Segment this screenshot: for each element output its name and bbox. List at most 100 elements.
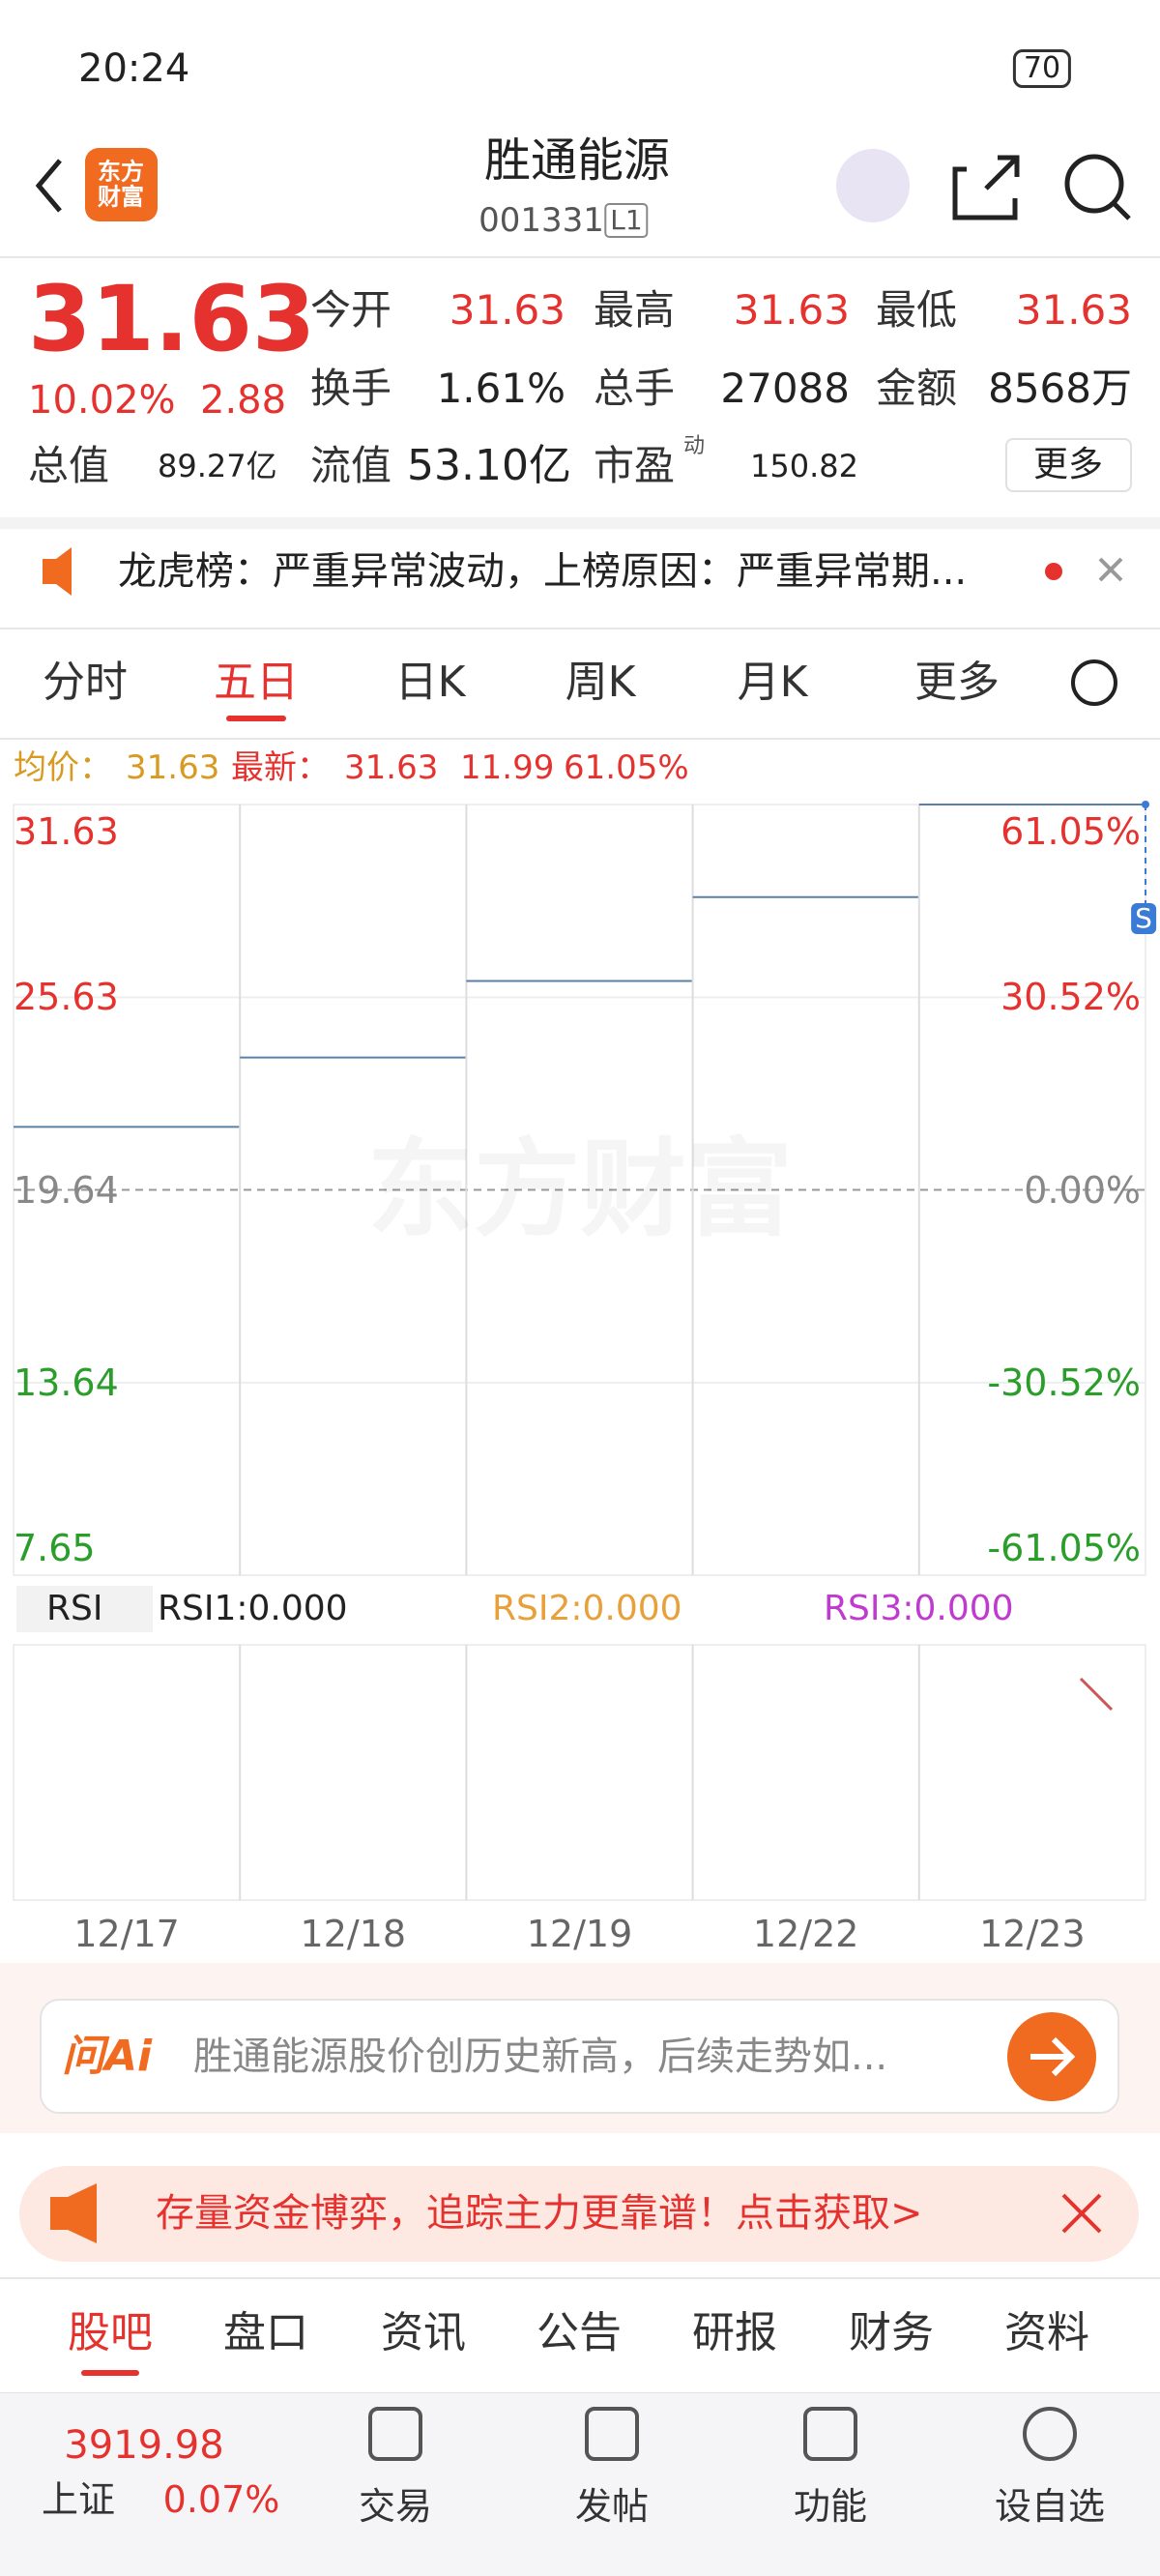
stat-sup: 动 bbox=[683, 434, 706, 458]
icons bbox=[35, 154, 1131, 2243]
chart-tab[interactable]: 分时 bbox=[43, 658, 128, 707]
nav-item[interactable]: 发帖 bbox=[574, 2485, 650, 2528]
nav-icon bbox=[1023, 2407, 1077, 2461]
chart-tab[interactable]: 周K bbox=[565, 658, 636, 707]
stat-label: 今开 bbox=[310, 286, 392, 334]
logo-text: 东方财富 bbox=[98, 158, 144, 211]
time: 20:24 bbox=[78, 46, 190, 91]
robot-icon[interactable] bbox=[836, 149, 910, 222]
speaker-icon bbox=[43, 547, 72, 596]
more-button[interactable] bbox=[1005, 438, 1132, 492]
promo-text[interactable]: 存量资金博弈，追踪主力更靠谱！点击获取> bbox=[156, 2191, 923, 2236]
chart-tab[interactable]: 五日 bbox=[214, 658, 299, 707]
close-icon[interactable] bbox=[1061, 2193, 1102, 2234]
nav-icon bbox=[368, 2407, 422, 2461]
indicator-value: RSI2:0.000 bbox=[492, 1589, 682, 1628]
indicator-name[interactable]: RSI bbox=[46, 1589, 103, 1628]
info-value: 31.63 bbox=[344, 748, 439, 787]
section-tab[interactable]: 公告 bbox=[536, 2308, 622, 2357]
stat-label: 最低 bbox=[876, 286, 958, 334]
watermark: 东方财富 bbox=[367, 1136, 793, 1243]
price-chart bbox=[14, 801, 1149, 1900]
stat-label: 总值 bbox=[28, 442, 110, 489]
more-label[interactable]: 更多 bbox=[1032, 445, 1104, 484]
chart-tab[interactable]: 更多 bbox=[914, 658, 1000, 707]
y2-tick-label: -61.05% bbox=[987, 1527, 1141, 1569]
x-tick-label: 12/17 bbox=[73, 1913, 180, 1955]
back-icon[interactable] bbox=[35, 159, 62, 213]
stat-label: 市盈 bbox=[594, 442, 676, 489]
section-tab[interactable]: 股吧 bbox=[68, 2308, 153, 2357]
close-icon[interactable] bbox=[1098, 557, 1123, 582]
share-icon[interactable] bbox=[952, 155, 1020, 220]
ai-label: 问Ai bbox=[62, 2032, 153, 2081]
y-tick-label: 25.63 bbox=[14, 976, 119, 1019]
arrow-icon bbox=[1030, 2036, 1076, 2077]
stock-name: 胜通能源 bbox=[483, 133, 671, 188]
level-badge: L1 bbox=[604, 203, 649, 238]
y-tick-label: 31.63 bbox=[14, 810, 119, 853]
search-icon[interactable] bbox=[1064, 154, 1124, 214]
nav-item[interactable]: 交易 bbox=[358, 2485, 433, 2528]
search-handle bbox=[1112, 201, 1131, 220]
settings-icon[interactable] bbox=[1071, 659, 1117, 706]
expand-icon[interactable] bbox=[1079, 1677, 1114, 1712]
x-tick-label: 12/23 bbox=[979, 1913, 1086, 1955]
y2-tick-label: 0.00% bbox=[1024, 1168, 1141, 1212]
signal-marker: S bbox=[1131, 903, 1156, 934]
y2-tick-label: -30.52% bbox=[987, 1361, 1141, 1404]
stat-label: 总手 bbox=[594, 365, 676, 412]
nav-icon bbox=[585, 2407, 639, 2461]
info-value: 31.63 bbox=[126, 748, 220, 787]
stat-label: 最高 bbox=[594, 286, 676, 334]
section-tab[interactable]: 资料 bbox=[1004, 2308, 1089, 2357]
battery: 70 bbox=[1012, 49, 1072, 88]
tab-underline bbox=[226, 716, 286, 721]
megaphone-icon bbox=[50, 2183, 97, 2243]
stat-value: 150.82 bbox=[750, 448, 858, 484]
nav-item[interactable]: 功能 bbox=[793, 2485, 868, 2528]
logo[interactable] bbox=[85, 148, 158, 221]
stat-value: 31.63 bbox=[733, 286, 850, 334]
stat-value: 1.61% bbox=[436, 365, 566, 412]
x-tick-label: 12/18 bbox=[300, 1913, 407, 1955]
section-tab[interactable]: 财务 bbox=[849, 2308, 934, 2357]
chart-tab[interactable]: 日K bbox=[394, 658, 466, 707]
ai-text[interactable]: 胜通能源股价创历史新高，后续走势如... bbox=[193, 2034, 888, 2079]
stat-value: 31.63 bbox=[1015, 286, 1132, 334]
nav-item[interactable]: 设自选 bbox=[994, 2485, 1106, 2528]
section-tab[interactable]: 资讯 bbox=[381, 2308, 466, 2357]
stat-label: 金额 bbox=[876, 365, 958, 412]
y2-tick-label: 30.52% bbox=[1000, 976, 1141, 1019]
section-tab[interactable]: 盘口 bbox=[223, 2308, 308, 2357]
promo-banner[interactable] bbox=[19, 2166, 1139, 2262]
separator bbox=[0, 517, 1160, 529]
stat-value: 31.63 bbox=[449, 286, 566, 334]
stat-value: 53.10亿 bbox=[407, 441, 571, 490]
y2-tick-label: 61.05% bbox=[1000, 810, 1141, 853]
x-tick-label: 12/22 bbox=[752, 1913, 859, 1955]
y-tick-label: 19.64 bbox=[14, 1168, 119, 1212]
stat-value: 89.27亿 bbox=[158, 448, 277, 484]
section-tab[interactable]: 研报 bbox=[692, 2308, 777, 2357]
index-value: 3919.98 bbox=[64, 2423, 224, 2468]
indicator-value: RSI1:0.000 bbox=[158, 1589, 348, 1628]
change: 2.88 bbox=[200, 378, 287, 423]
tab-underline bbox=[81, 2370, 139, 2376]
stat-label: 流值 bbox=[310, 442, 392, 489]
notice[interactable]: 龙虎榜：严重异常波动，上榜原因：严重异常期... bbox=[118, 549, 968, 594]
change-pct: 10.02% bbox=[28, 378, 176, 423]
indicator-value: RSI3:0.000 bbox=[824, 1589, 1014, 1628]
y-tick-label: 7.65 bbox=[14, 1527, 96, 1569]
notice-dot bbox=[1045, 563, 1062, 580]
nav-icon bbox=[803, 2407, 857, 2461]
info-value: 61.05% bbox=[564, 748, 689, 787]
ai-input[interactable] bbox=[40, 1999, 1119, 2114]
rsi-frame bbox=[13, 1644, 1146, 1901]
stock-code: 001331 bbox=[478, 201, 604, 240]
chart-tab[interactable]: 月K bbox=[737, 658, 808, 707]
indicator-select[interactable] bbox=[16, 1586, 153, 1632]
info-label: 最新： bbox=[231, 748, 330, 787]
